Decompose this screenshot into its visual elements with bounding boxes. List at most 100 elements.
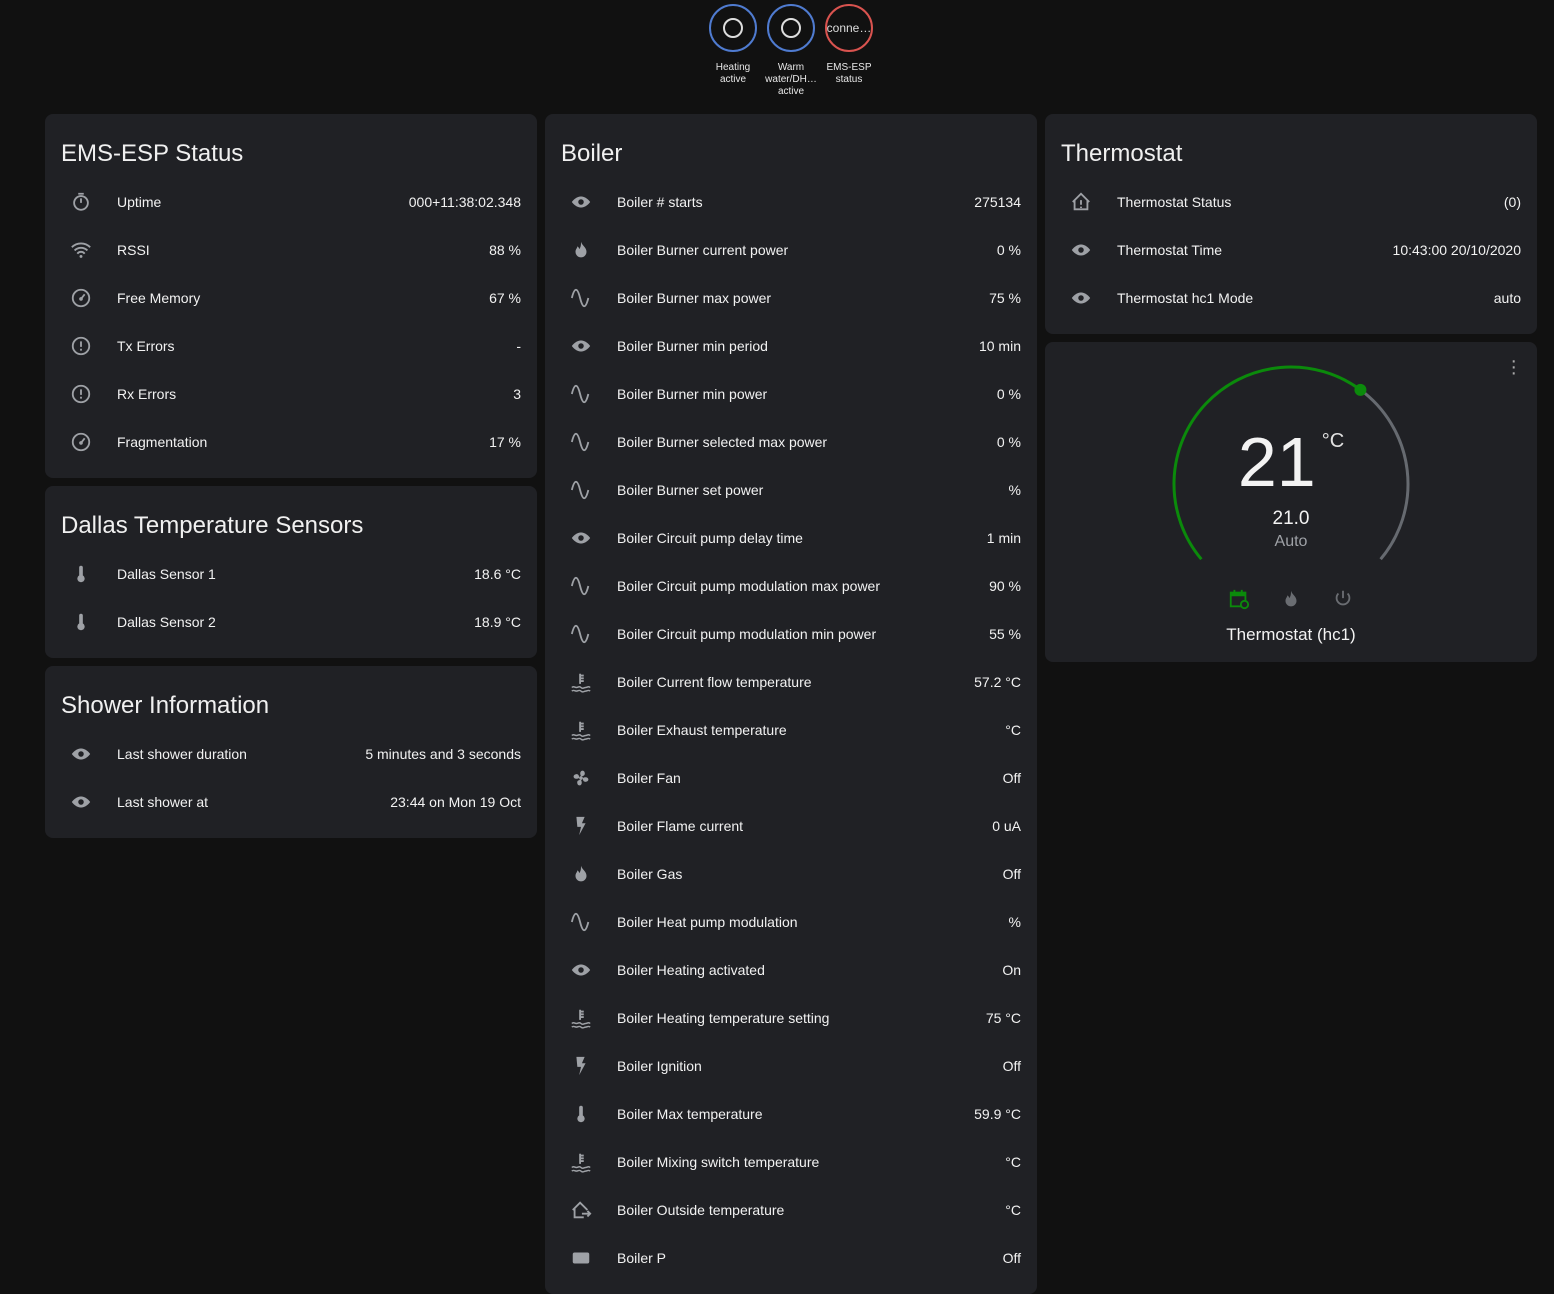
badge-1[interactable]: Warm water/DH… active — [765, 4, 817, 98]
entity-row[interactable]: Boiler Circuit pump modulation max power… — [561, 562, 1021, 610]
entity-row[interactable]: Boiler Outside temperature °C — [561, 1186, 1021, 1234]
entity-value: 75 % — [989, 290, 1021, 306]
calendar-sync-icon[interactable] — [1228, 588, 1250, 610]
thermostat-dial[interactable] — [1045, 342, 1537, 662]
pump-icon — [561, 1247, 601, 1269]
entity-row[interactable]: Boiler Burner max power 75 % — [561, 274, 1021, 322]
entity-row[interactable]: Boiler Mixing switch temperature °C — [561, 1138, 1021, 1186]
thermometer-icon — [561, 1103, 601, 1125]
badge-label: EMS-ESP status — [826, 62, 872, 85]
badge-ring — [709, 4, 757, 52]
entity-value: 0 % — [996, 242, 1021, 258]
home-export-icon — [561, 1199, 601, 1221]
eye-icon — [61, 743, 101, 765]
thermometer-icon — [61, 611, 101, 633]
badge-ring — [767, 4, 815, 52]
entity-row[interactable]: Boiler Burner selected max power 0 % — [561, 418, 1021, 466]
card-title: Shower Information — [61, 692, 270, 719]
right-column: Thermostat Thermostat Status (0) Thermostat… — [1045, 114, 1537, 662]
entity-label: Uptime — [117, 194, 162, 210]
power-icon[interactable] — [1332, 588, 1354, 610]
entity-row[interactable]: Dallas Sensor 2 18.9 °C — [61, 598, 521, 646]
entity-label: Boiler Burner current power — [617, 242, 789, 258]
badge-ring: conne… — [825, 4, 873, 52]
entity-row[interactable]: Boiler Circuit pump modulation min power… — [561, 610, 1021, 658]
entity-row[interactable]: Boiler Fan Off — [561, 754, 1021, 802]
entity-row[interactable]: Boiler # starts 275134 — [561, 178, 1021, 226]
home-alert-icon — [1061, 191, 1101, 213]
entity-value: Off — [1002, 1058, 1021, 1074]
entity-label: Fragmentation — [117, 434, 208, 450]
entity-row[interactable]: Boiler Burner min power 0 % — [561, 370, 1021, 418]
eye-icon — [561, 959, 601, 981]
circle-outline-icon — [781, 18, 801, 38]
card-title: Thermostat — [1061, 140, 1183, 167]
eye-icon — [561, 335, 601, 357]
entity-row[interactable]: Thermostat Status (0) — [1061, 178, 1521, 226]
entity-row[interactable]: Boiler Max temperature 59.9 °C — [561, 1090, 1021, 1138]
current-temperature: 21.0 — [1272, 508, 1310, 529]
entity-label: Free Memory — [117, 290, 201, 306]
ems-esp-status-card: EMS-ESP Status Uptime 000+11:38:02.348 RSSI… — [45, 114, 537, 478]
entity-row[interactable]: Boiler Heat pump modulation% — [561, 898, 1021, 946]
entity-row[interactable]: Rx Errors 3 — [61, 370, 521, 418]
entity-label: Last shower at — [117, 794, 209, 810]
sine-icon — [561, 479, 601, 501]
badge-0[interactable]: Heating active — [708, 4, 758, 98]
flash-icon — [561, 1055, 601, 1077]
entity-row[interactable]: Boiler Heating temperature setting 75 °C — [561, 994, 1021, 1042]
entity-label: Boiler Ignition — [617, 1058, 702, 1074]
entity-value: 18.9 °C — [474, 614, 521, 630]
entity-label: Boiler Circuit pump modulation min power — [617, 626, 877, 642]
water-thermo-icon — [561, 671, 601, 693]
entity-row[interactable]: Last shower at 23:44 on Mon 19 Oct — [61, 778, 521, 826]
badge-label: Heating active — [715, 62, 751, 85]
entity-label: Boiler Burner selected max power — [617, 434, 828, 450]
entity-row[interactable]: Boiler Gas Off — [561, 850, 1021, 898]
entity-value: (0) — [1503, 194, 1521, 210]
fire-icon[interactable] — [1280, 588, 1302, 610]
entity-row[interactable]: Last shower duration 5 minutes and 3 seco… — [61, 730, 521, 778]
entity-label: Boiler Exhaust temperature — [617, 722, 787, 738]
entity-row[interactable]: Boiler Burner set power% — [561, 466, 1021, 514]
entity-row[interactable]: Boiler Exhaust temperature °C — [561, 706, 1021, 754]
entity-row[interactable]: Boiler Heating activated On — [561, 946, 1021, 994]
entity-row[interactable]: Thermostat Time 10:43:00 20/10/2020 — [1061, 226, 1521, 274]
badge-2[interactable]: conne… EMS-ESP status — [824, 4, 874, 98]
entity-row[interactable]: Tx Errors - — [61, 322, 521, 370]
dial-handle[interactable] — [1354, 383, 1367, 396]
entity-row[interactable]: Uptime 000+11:38:02.348 — [61, 178, 521, 226]
entity-row[interactable]: Boiler Flame current 0 uA — [561, 802, 1021, 850]
entity-row[interactable]: Boiler Circuit pump delay time 1 min — [561, 514, 1021, 562]
target-temperature: 21 — [1237, 423, 1316, 501]
entity-label: RSSI — [117, 242, 150, 258]
entity-row[interactable]: Boiler Ignition Off — [561, 1042, 1021, 1090]
entity-label: Boiler Circuit pump delay time — [617, 530, 803, 546]
entity-row[interactable]: Thermostat hc1 Mode auto — [1061, 274, 1521, 322]
entity-row[interactable]: Boiler Current flow temperature 57.2 °C — [561, 658, 1021, 706]
entity-label: Boiler P — [617, 1250, 667, 1266]
entity-label: Boiler Fan — [617, 770, 681, 786]
entity-row[interactable]: Boiler Burner min period 10 min — [561, 322, 1021, 370]
entity-row[interactable]: Fragmentation 17 % — [61, 418, 521, 466]
entity-value: 000+11:38:02.348 — [408, 194, 521, 210]
entity-value: 10:43:00 20/10/2020 — [1392, 242, 1521, 258]
entity-label: Thermostat Status — [1117, 194, 1232, 210]
fire-icon — [561, 863, 601, 885]
entity-value: Off — [1002, 770, 1021, 786]
entity-row[interactable]: Boiler Burner current power 0 % — [561, 226, 1021, 274]
entity-row[interactable]: Dallas Sensor 1 18.6 °C — [61, 550, 521, 598]
gauge-icon — [61, 287, 101, 309]
wifi-icon — [61, 239, 101, 261]
thermometer-icon — [61, 563, 101, 585]
more-options-icon[interactable]: · · · — [1510, 350, 1517, 384]
water-thermo-icon — [561, 719, 601, 741]
entity-row[interactable]: RSSI 88 % — [61, 226, 521, 274]
entity-value: 23:44 on Mon 19 Oct — [390, 794, 521, 810]
entity-label: Dallas Sensor 2 — [117, 614, 216, 630]
card-title: EMS-ESP Status — [61, 140, 244, 167]
eye-icon — [1061, 239, 1101, 261]
entity-row[interactable]: Boiler P Off — [561, 1234, 1021, 1282]
middle-column: Boiler Boiler # starts 275134 Boiler Burner… — [545, 114, 1037, 1294]
entity-row[interactable]: Free Memory 67 % — [61, 274, 521, 322]
